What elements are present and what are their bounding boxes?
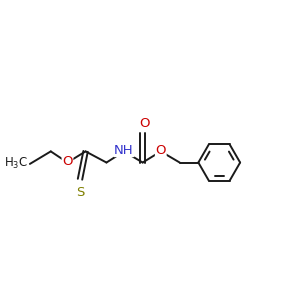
Text: H$_3$C: H$_3$C [4,156,28,172]
Text: S: S [76,186,84,199]
Text: O: O [155,143,166,157]
Text: O: O [62,154,73,168]
Text: O: O [139,117,149,130]
Text: NH: NH [114,143,134,157]
